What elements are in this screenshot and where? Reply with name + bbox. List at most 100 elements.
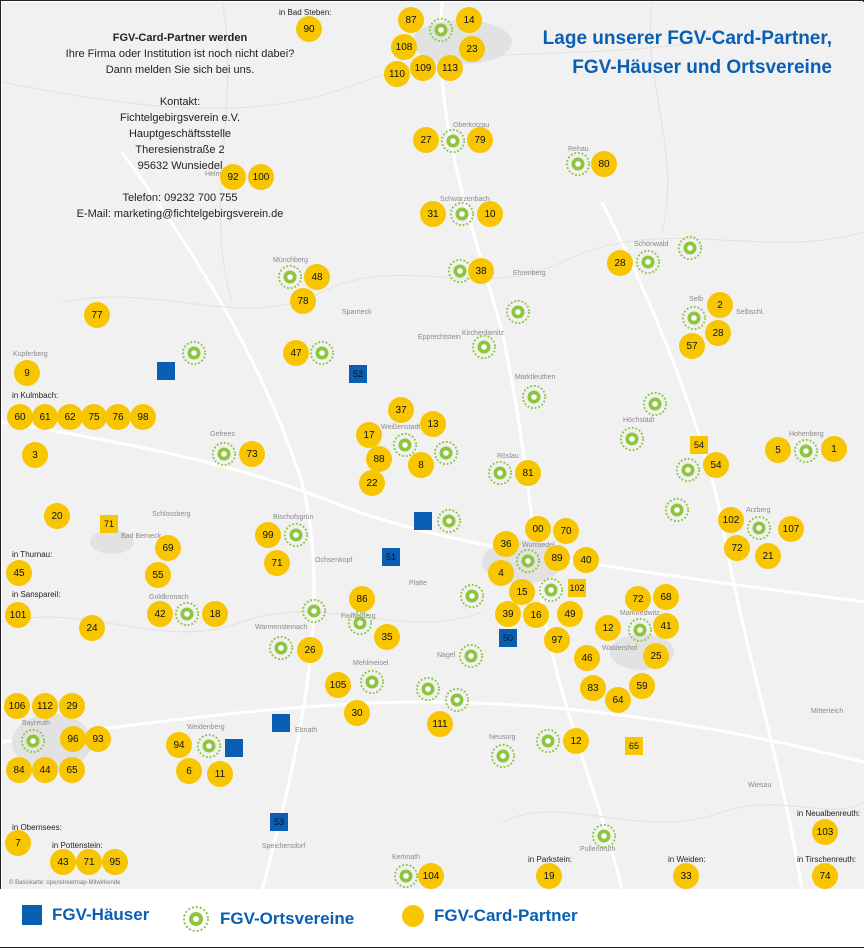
ortsverein-emblem-icon[interactable] — [392, 432, 418, 458]
ortsverein-emblem-icon[interactable] — [393, 863, 419, 889]
card-partner-square-marker[interactable]: 54 — [690, 436, 708, 454]
ortsverein-emblem-icon[interactable] — [627, 617, 653, 643]
card-partner-marker[interactable]: 81 — [515, 460, 541, 486]
card-partner-marker[interactable]: 44 — [32, 757, 58, 783]
ortsverein-emblem-icon[interactable] — [642, 391, 668, 417]
card-partner-marker[interactable]: 57 — [679, 333, 705, 359]
card-partner-marker[interactable]: 88 — [366, 446, 392, 472]
ortsverein-emblem-icon[interactable] — [487, 460, 513, 486]
card-partner-marker[interactable]: 6 — [176, 758, 202, 784]
card-partner-marker[interactable]: 47 — [283, 340, 309, 366]
card-partner-marker[interactable]: 46 — [574, 645, 600, 671]
card-partner-marker[interactable]: 113 — [437, 55, 463, 81]
card-partner-marker[interactable]: 89 — [544, 545, 570, 571]
card-partner-marker[interactable]: 111 — [427, 711, 453, 737]
card-partner-marker[interactable]: 94 — [166, 732, 192, 758]
card-partner-marker[interactable]: 22 — [359, 470, 385, 496]
card-partner-marker[interactable]: 12 — [595, 615, 621, 641]
ortsverein-emblem-icon[interactable] — [268, 635, 294, 661]
ortsverein-emblem-icon[interactable] — [535, 728, 561, 754]
ortsverein-emblem-icon[interactable] — [277, 264, 303, 290]
card-partner-marker[interactable]: 55 — [145, 562, 171, 588]
card-partner-marker[interactable]: 72 — [625, 586, 651, 612]
ortsverein-emblem-icon[interactable] — [565, 151, 591, 177]
card-partner-marker[interactable]: 80 — [591, 151, 617, 177]
ortsverein-emblem-icon[interactable] — [20, 728, 46, 754]
ortsverein-emblem-icon[interactable] — [309, 340, 335, 366]
card-partner-marker[interactable]: 98 — [130, 404, 156, 430]
card-partner-marker[interactable]: 35 — [374, 624, 400, 650]
ortsverein-emblem-icon[interactable] — [793, 438, 819, 464]
card-partner-marker[interactable]: 28 — [607, 250, 633, 276]
fgv-haus-marker[interactable] — [157, 362, 175, 380]
card-partner-marker[interactable]: 102 — [718, 507, 744, 533]
ortsverein-emblem-icon[interactable] — [675, 457, 701, 483]
ortsverein-emblem-icon[interactable] — [436, 508, 462, 534]
ortsverein-emblem-icon[interactable] — [181, 340, 207, 366]
card-partner-marker[interactable]: 78 — [290, 288, 316, 314]
fgv-haus-marker[interactable] — [225, 739, 243, 757]
card-partner-marker[interactable]: 29 — [59, 693, 85, 719]
card-partner-marker[interactable]: 100 — [248, 164, 274, 190]
ortsverein-emblem-icon[interactable] — [440, 128, 466, 154]
ortsverein-emblem-icon[interactable] — [359, 669, 385, 695]
card-partner-marker[interactable]: 28 — [705, 320, 731, 346]
card-partner-marker[interactable]: 18 — [202, 601, 228, 627]
card-partner-marker[interactable]: 36 — [493, 531, 519, 557]
ortsverein-emblem-icon[interactable] — [538, 577, 564, 603]
card-partner-marker[interactable]: 40 — [573, 547, 599, 573]
card-partner-marker[interactable]: 92 — [220, 164, 246, 190]
ortsverein-emblem-icon[interactable] — [301, 598, 327, 624]
card-partner-marker[interactable]: 26 — [297, 637, 323, 663]
card-partner-marker[interactable]: 23 — [459, 36, 485, 62]
card-partner-square-marker[interactable]: 71 — [100, 515, 118, 533]
card-partner-marker[interactable]: 60 — [7, 404, 33, 430]
card-partner-marker[interactable]: 21 — [755, 543, 781, 569]
card-partner-marker[interactable]: 2 — [707, 292, 733, 318]
card-partner-marker[interactable]: 16 — [523, 602, 549, 628]
card-partner-marker[interactable]: 73 — [239, 441, 265, 467]
card-partner-marker[interactable]: 30 — [344, 700, 370, 726]
card-partner-marker[interactable]: 24 — [79, 615, 105, 641]
card-partner-marker[interactable]: 93 — [85, 726, 111, 752]
ortsverein-emblem-icon[interactable] — [415, 676, 441, 702]
card-partner-marker[interactable]: 8 — [408, 452, 434, 478]
ortsverein-emblem-icon[interactable] — [428, 17, 454, 43]
contact-email[interactable]: E-Mail: marketing@fichtelgebirgsverein.d… — [76, 208, 284, 220]
card-partner-marker[interactable]: 61 — [32, 404, 58, 430]
ortsverein-emblem-icon[interactable] — [196, 733, 222, 759]
card-partner-marker[interactable]: 110 — [384, 61, 410, 87]
card-partner-marker[interactable]: 79 — [467, 127, 493, 153]
card-partner-marker[interactable]: 112 — [32, 693, 58, 719]
card-partner-marker[interactable]: 54 — [703, 452, 729, 478]
ortsverein-emblem-icon[interactable] — [283, 522, 309, 548]
card-partner-marker[interactable]: 14 — [456, 7, 482, 33]
card-partner-marker[interactable]: 25 — [643, 643, 669, 669]
card-partner-marker[interactable]: 77 — [84, 302, 110, 328]
ortsverein-emblem-icon[interactable] — [746, 515, 772, 541]
card-partner-marker[interactable]: 83 — [580, 675, 606, 701]
ortsverein-emblem-icon[interactable] — [619, 426, 645, 452]
card-partner-marker[interactable]: 12 — [563, 728, 589, 754]
fgv-haus-marker[interactable]: 52 — [349, 365, 367, 383]
ortsverein-emblem-icon[interactable] — [458, 643, 484, 669]
card-partner-marker[interactable]: 75 — [81, 404, 107, 430]
ortsverein-emblem-icon[interactable] — [211, 441, 237, 467]
fgv-haus-marker[interactable]: 53 — [270, 813, 288, 831]
card-partner-marker[interactable]: 71 — [76, 849, 102, 875]
ortsverein-emblem-icon[interactable] — [471, 334, 497, 360]
ortsverein-emblem-icon[interactable] — [681, 305, 707, 331]
card-partner-marker[interactable]: 86 — [349, 586, 375, 612]
card-partner-marker[interactable]: 43 — [50, 849, 76, 875]
ortsverein-emblem-icon[interactable] — [459, 583, 485, 609]
card-partner-marker[interactable]: 31 — [420, 201, 446, 227]
card-partner-marker[interactable]: 15 — [509, 579, 535, 605]
card-partner-marker[interactable]: 48 — [304, 264, 330, 290]
card-partner-marker[interactable]: 59 — [629, 673, 655, 699]
card-partner-marker[interactable]: 19 — [536, 863, 562, 889]
card-partner-marker[interactable]: 27 — [413, 127, 439, 153]
card-partner-marker[interactable]: 62 — [57, 404, 83, 430]
card-partner-marker[interactable]: 105 — [325, 672, 351, 698]
ortsverein-emblem-icon[interactable] — [433, 440, 459, 466]
card-partner-marker[interactable]: 95 — [102, 849, 128, 875]
